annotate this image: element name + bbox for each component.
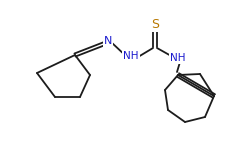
Text: NH: NH — [170, 53, 186, 63]
Text: N: N — [104, 36, 112, 46]
Text: S: S — [151, 17, 159, 30]
Text: NH: NH — [123, 51, 139, 61]
